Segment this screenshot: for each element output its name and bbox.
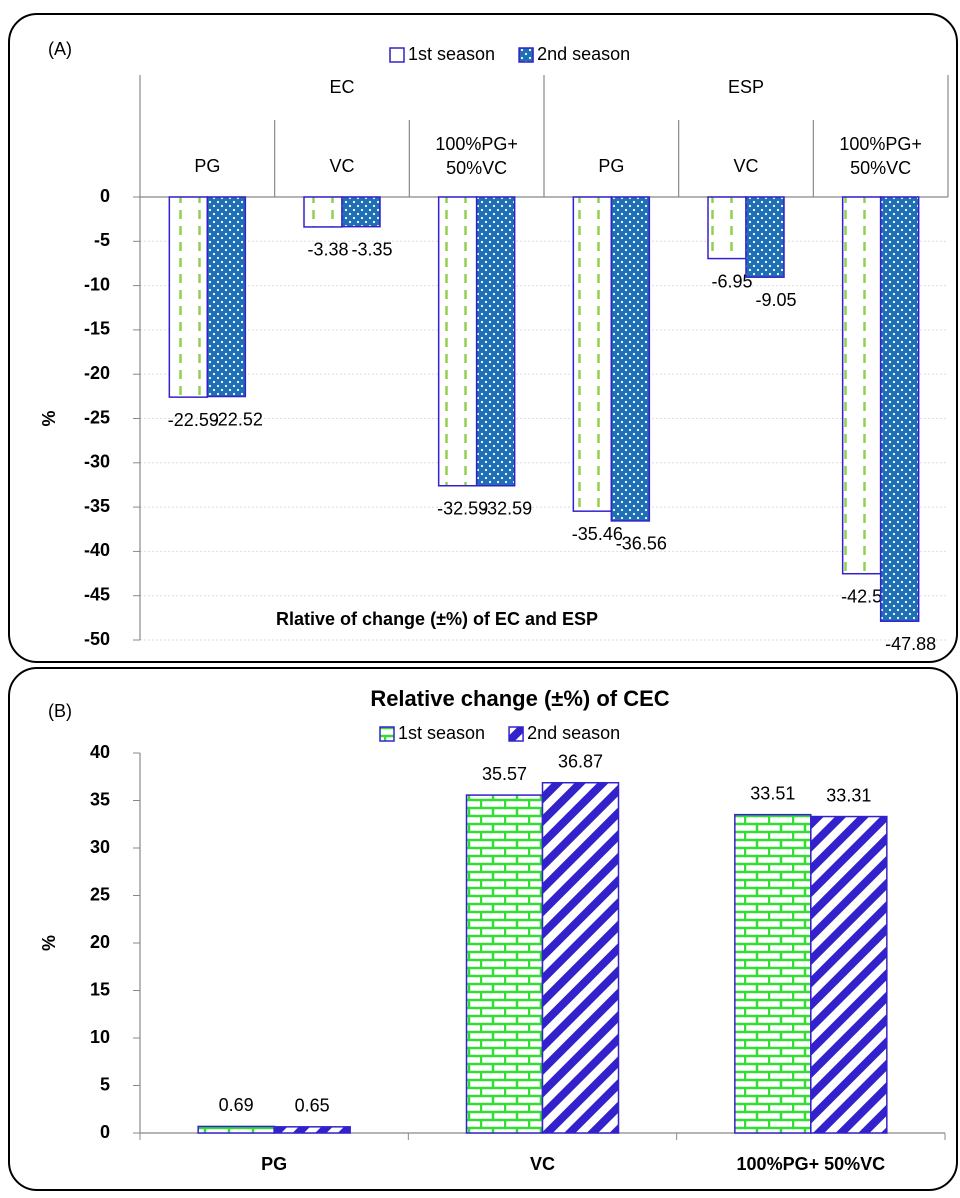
value-label: -6.95 [711, 271, 752, 291]
y-tick-label: 15 [90, 979, 110, 999]
bar [341, 196, 381, 228]
y-tick-label: -5 [94, 230, 110, 250]
value-label: -9.05 [755, 290, 796, 310]
legend-label: 2nd season [527, 723, 620, 743]
y-tick-label: 0 [100, 186, 110, 206]
y-tick-label: 25 [90, 884, 110, 904]
y-tick-label: -15 [84, 319, 110, 339]
x-tick-label: PG [261, 1154, 287, 1174]
bar [541, 781, 620, 1134]
x-tick-label: VC [733, 156, 758, 176]
value-label: -22.52 [212, 409, 263, 429]
annotation: Rlative of change (±%) of EC and ESP [276, 609, 598, 629]
bar [841, 196, 882, 575]
y-tick-label: -30 [84, 452, 110, 472]
value-label: -47.88 [885, 634, 936, 654]
x-tick-label: VC [329, 156, 354, 176]
x-tick-label: VC [530, 1154, 555, 1174]
value-label: 33.51 [750, 783, 795, 803]
value-label: -3.38 [307, 240, 348, 260]
y-tick-label: -20 [84, 363, 110, 383]
bar [273, 1126, 351, 1134]
value-label: -35.46 [572, 524, 623, 544]
group-label: EC [329, 77, 354, 97]
value-label: -36.56 [616, 534, 667, 554]
legend-label: 1st season [408, 44, 495, 64]
value-label: 36.87 [558, 751, 603, 771]
y-tick-label: -50 [84, 629, 110, 649]
bar [437, 196, 478, 487]
panel-a-frame [8, 13, 958, 663]
y-tick-label: 30 [90, 837, 110, 857]
legend-swatch [379, 726, 395, 742]
y-axis-label: % [39, 410, 59, 426]
y-tick-label: 20 [90, 932, 110, 952]
legend-swatch [518, 47, 534, 63]
value-label: 0.69 [219, 1095, 254, 1115]
x-tick-label: PG [598, 156, 624, 176]
bar [303, 196, 343, 228]
bar [734, 813, 812, 1134]
bar [610, 196, 651, 522]
panel-b-frame [8, 667, 958, 1191]
y-tick-label: -10 [84, 274, 110, 294]
bar [810, 815, 888, 1134]
y-tick-label: -40 [84, 540, 110, 560]
x-tick-label: 100%PG+ 50%VC [435, 134, 518, 178]
chart-title: Relative change (±%) of CEC [370, 686, 669, 711]
bar [475, 196, 516, 487]
y-tick-label: 35 [90, 789, 110, 809]
value-label: -32.59 [481, 498, 532, 518]
value-label: 0.65 [295, 1096, 330, 1116]
value-label: -22.59 [168, 410, 219, 430]
panel-label: (A) [48, 39, 72, 59]
value-label: 33.31 [826, 785, 871, 805]
bar [707, 196, 747, 260]
value-label: -42.52 [841, 586, 892, 606]
bar [206, 196, 247, 398]
panel-label: (B) [48, 701, 72, 721]
x-tick-label: PG [194, 156, 220, 176]
value-label: 35.57 [482, 764, 527, 784]
y-tick-label: 0 [100, 1122, 110, 1142]
x-tick-label: 100%PG+ 50%VC [737, 1154, 886, 1174]
legend-swatch [389, 47, 405, 63]
y-tick-label: 5 [100, 1074, 110, 1094]
legend-label: 1st season [398, 723, 485, 743]
y-tick-label: -35 [84, 496, 110, 516]
value-label: -3.35 [351, 239, 392, 259]
bar [745, 196, 785, 278]
bar [168, 196, 209, 398]
bar [572, 196, 613, 512]
y-tick-label: -25 [84, 407, 110, 427]
y-axis-label: % [39, 935, 59, 951]
y-tick-label: 40 [90, 742, 110, 762]
bar [879, 196, 920, 622]
y-tick-label: -45 [84, 584, 110, 604]
bar [465, 794, 544, 1134]
legend-label: 2nd season [537, 44, 630, 64]
y-tick-label: 10 [90, 1027, 110, 1047]
bar [197, 1125, 275, 1134]
legend-swatch [508, 726, 524, 742]
x-tick-label: 100%PG+ 50%VC [839, 134, 922, 178]
group-label: ESP [728, 77, 764, 97]
value-label: -32.59 [437, 498, 488, 518]
